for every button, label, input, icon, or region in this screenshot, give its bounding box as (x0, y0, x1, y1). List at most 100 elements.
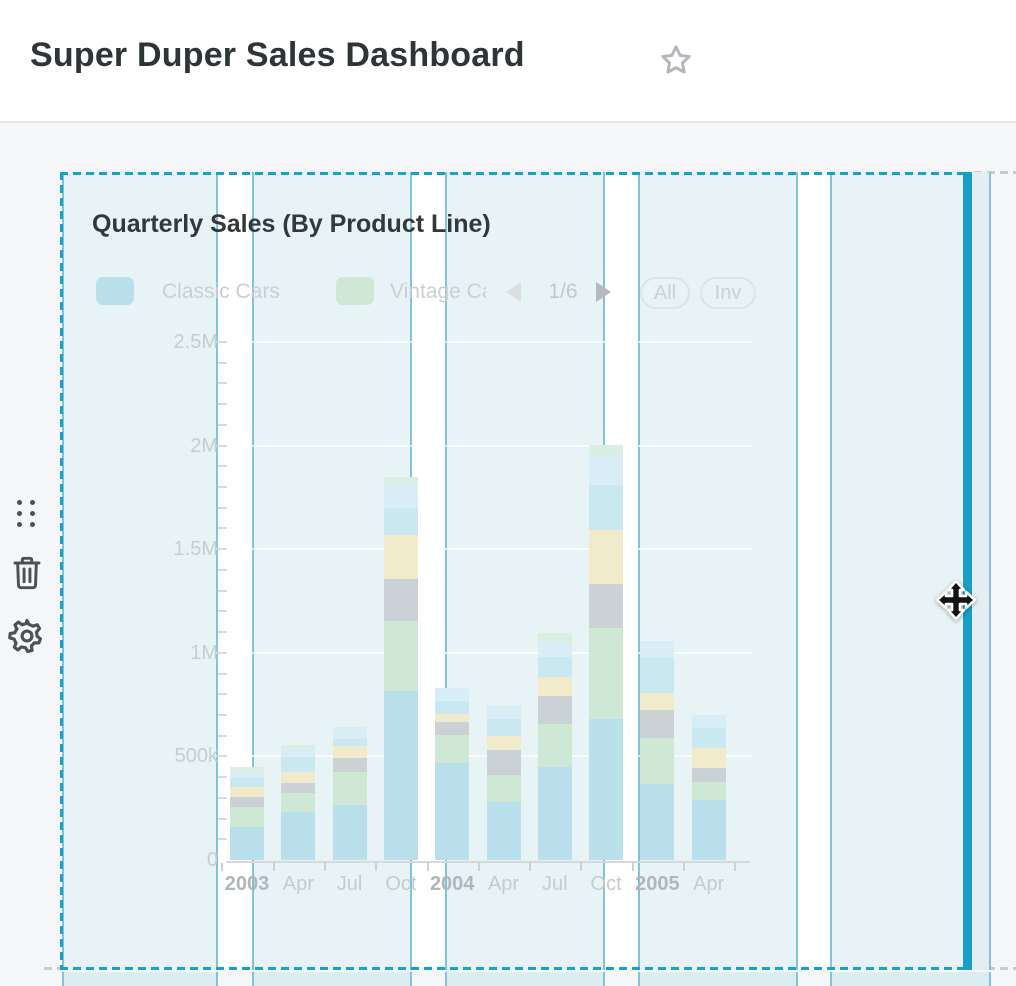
bar-segment-Classic Cars[interactable] (486, 801, 521, 860)
bar-segment-Classic Cars[interactable] (691, 799, 726, 860)
bar-segment-Classic Cars[interactable] (589, 719, 624, 860)
bar-segment-series-pale-blue[interactable] (589, 454, 624, 485)
bar-segment-series-pale-blue[interactable] (691, 714, 726, 729)
y-axis-label: 1M (190, 641, 218, 664)
star-icon[interactable] (658, 42, 694, 78)
y-axis-tick (215, 755, 227, 758)
bar-segment-series-cyan[interactable] (281, 757, 316, 772)
bar-segment-Vintage Ca[interactable] (383, 620, 418, 692)
bar-segment-series-cyan[interactable] (640, 657, 675, 694)
bar-segment-series-cyan[interactable] (537, 656, 572, 677)
bar-segment-series-pale-green[interactable] (537, 633, 572, 643)
bar-segment-Vintage Ca[interactable] (537, 724, 572, 767)
bar-segment-series-cyan[interactable] (332, 738, 367, 747)
bar-segment-series-pale-blue[interactable] (383, 484, 418, 508)
move-cursor-icon (933, 577, 979, 623)
bar-segment-series-pale-green[interactable] (589, 444, 624, 455)
bar-segment-series-gray[interactable] (537, 696, 572, 725)
bar-segment-series-gray[interactable] (383, 579, 418, 621)
bar-segment-series-yellow[interactable] (537, 676, 572, 697)
bar-segment-series-cyan[interactable] (230, 778, 264, 788)
legend-prev-arrow-icon[interactable] (506, 282, 521, 302)
bar-segment-Vintage Ca[interactable] (332, 771, 367, 806)
drag-handle-icon[interactable] (17, 500, 35, 527)
bar-segment-series-yellow[interactable] (589, 529, 624, 585)
gridline (228, 548, 752, 551)
bar-segment-Vintage Ca[interactable] (691, 782, 726, 800)
bar-segment-series-gray[interactable] (589, 584, 624, 628)
bar-segment-series-gray[interactable] (332, 758, 367, 772)
bar-segment-series-gray[interactable] (691, 767, 726, 783)
bar-segment-series-gray[interactable] (435, 722, 470, 735)
bar-segment-series-cyan[interactable] (486, 719, 521, 736)
trash-icon[interactable] (11, 554, 43, 592)
bar-segment-Classic Cars[interactable] (435, 762, 470, 860)
bar-segment-Classic Cars[interactable] (281, 812, 316, 860)
bar-segment-series-gray[interactable] (486, 750, 521, 776)
bar-segment-Vintage Ca[interactable] (640, 737, 675, 785)
y-axis-label: 2M (190, 434, 218, 457)
bar-segment-series-gray[interactable] (230, 796, 264, 808)
legend-swatch-classic-cars[interactable] (96, 277, 134, 305)
bar-segment-series-pale-green[interactable] (230, 766, 264, 772)
bar-segment-series-pale-blue[interactable] (486, 705, 521, 720)
bar-segment-series-cyan[interactable] (383, 507, 418, 535)
bar-segment-Vintage Ca[interactable] (589, 627, 624, 720)
bar-segment-series-pale-green[interactable] (383, 476, 418, 485)
bar-segment-series-gray[interactable] (281, 783, 316, 793)
bar-segment-Vintage Ca[interactable] (435, 734, 470, 763)
legend-invert-button[interactable]: Inv (700, 277, 756, 309)
bar-segment-series-yellow[interactable] (383, 534, 418, 580)
y-axis-label: 2.5M (173, 331, 218, 353)
bar-segment-series-pale-blue[interactable] (281, 749, 316, 758)
bar-segment-Classic Cars[interactable] (537, 766, 572, 860)
bar-segment-series-pale-blue[interactable] (435, 688, 470, 702)
x-axis-tick (221, 863, 224, 871)
ghost-outline-bottom-right (974, 967, 1016, 970)
y-axis-tick (218, 486, 227, 489)
bar-segment-series-pale-blue[interactable] (230, 771, 264, 779)
bar-segment-Vintage Ca[interactable] (486, 775, 521, 802)
bar-segment-Classic Cars[interactable] (230, 826, 264, 860)
bar-segment-series-yellow[interactable] (435, 713, 470, 723)
bar-segment-series-cyan[interactable] (589, 484, 624, 530)
y-axis-tick (218, 506, 227, 509)
dashboard-card[interactable]: 2.5M 2M 1.5M 1M 500k 0 2003 Apr Jul Oct 2004 Apr Jul… (60, 172, 965, 970)
bar-segment-series-pale-green[interactable] (281, 745, 316, 750)
grid-column (445, 172, 605, 970)
gear-icon[interactable] (8, 617, 46, 655)
legend-label-classic-cars[interactable]: Classic Cars (162, 280, 280, 303)
bar-segment-Classic Cars[interactable] (332, 805, 367, 860)
bar-segment-series-yellow[interactable] (281, 771, 316, 784)
bar-segment-series-yellow[interactable] (691, 748, 726, 768)
y-axis-tick (218, 672, 227, 675)
bar-segment-series-pale-blue[interactable] (537, 642, 572, 657)
bar-segment-series-gray[interactable] (640, 709, 675, 738)
legend-select-all-button[interactable]: All (640, 277, 690, 309)
bar-segment-series-pale-blue[interactable] (640, 641, 675, 658)
chart-legend: Classic Cars Vintage Ca 1/6 All Inv (60, 274, 965, 312)
bar-segment-Vintage Ca[interactable] (230, 807, 264, 827)
y-axis-tick (218, 713, 227, 716)
grid-column-stub (62, 972, 218, 986)
bar-segment-Classic Cars[interactable] (640, 784, 675, 860)
legend-label-vintage-cars[interactable]: Vintage Ca (390, 280, 486, 303)
bar-segment-Classic Cars[interactable] (383, 691, 418, 860)
legend-next-arrow-icon[interactable] (596, 282, 611, 302)
bar-segment-Vintage Ca[interactable] (281, 792, 316, 813)
bar-segment-series-yellow[interactable] (486, 735, 521, 751)
x-axis-tick (580, 863, 583, 871)
bar-segment-series-yellow[interactable] (230, 787, 264, 797)
bar-segment-series-pale-blue[interactable] (332, 727, 367, 739)
bar-segment-series-yellow[interactable] (640, 693, 675, 710)
grid-column (830, 172, 965, 970)
bar-segment-series-yellow[interactable] (332, 746, 367, 759)
legend-swatch-vintage-cars[interactable] (336, 277, 374, 305)
bar-segment-series-cyan[interactable] (435, 701, 470, 714)
page-title: Super Duper Sales Dashboard (30, 36, 525, 74)
y-axis-tick (218, 568, 227, 571)
card-resize-edge[interactable] (963, 172, 972, 970)
x-axis-tick (272, 863, 275, 871)
bar-segment-series-cyan[interactable] (691, 728, 726, 749)
x-axis-label: Jul (336, 873, 363, 895)
